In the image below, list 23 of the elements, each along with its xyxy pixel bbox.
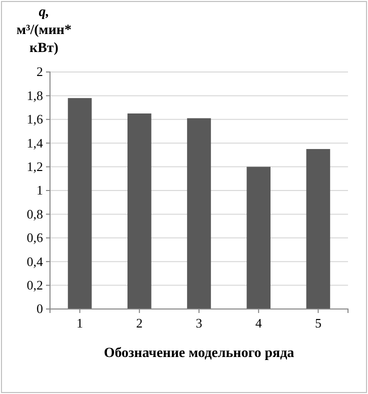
bar	[306, 149, 330, 309]
y-tick-label: 0,2	[26, 277, 43, 292]
y-tick-label: 1,8	[26, 88, 43, 103]
y-tick-label: 0,6	[26, 230, 44, 246]
y-tick-label: 1,2	[26, 158, 43, 174]
x-axis-title: Обозначение модельного ряда	[104, 346, 294, 361]
x-tick-label: 1	[76, 316, 84, 331]
y-tick-label: 1	[36, 182, 43, 198]
y-tick-label: 0	[36, 301, 43, 316]
y-tick-label: 0,8	[26, 206, 43, 222]
bar	[127, 113, 152, 309]
y-tick-label: 2	[36, 64, 43, 80]
y-axis-title: q, м³/(мин* кВт)	[16, 5, 72, 56]
x-tick-label: 4	[255, 316, 262, 331]
y-tick-label: 1,6	[26, 112, 44, 127]
x-tick-label: 3	[196, 316, 202, 331]
y-tick-label: 1,4	[26, 135, 44, 150]
x-tick-label: 2	[136, 316, 143, 331]
bar	[246, 166, 271, 309]
y-tick-label: 0,4	[26, 254, 44, 269]
x-tick-label: 5	[314, 316, 322, 331]
bar	[68, 98, 92, 309]
bar	[187, 118, 211, 309]
